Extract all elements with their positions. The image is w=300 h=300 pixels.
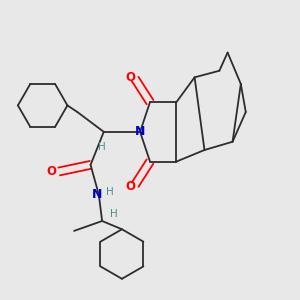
Text: N: N bbox=[92, 188, 102, 201]
Text: H: H bbox=[110, 209, 118, 219]
Text: O: O bbox=[46, 165, 56, 178]
Text: H: H bbox=[98, 142, 106, 152]
Text: O: O bbox=[126, 180, 136, 193]
Text: H: H bbox=[106, 187, 113, 197]
Text: O: O bbox=[126, 71, 136, 84]
Text: N: N bbox=[135, 125, 145, 138]
